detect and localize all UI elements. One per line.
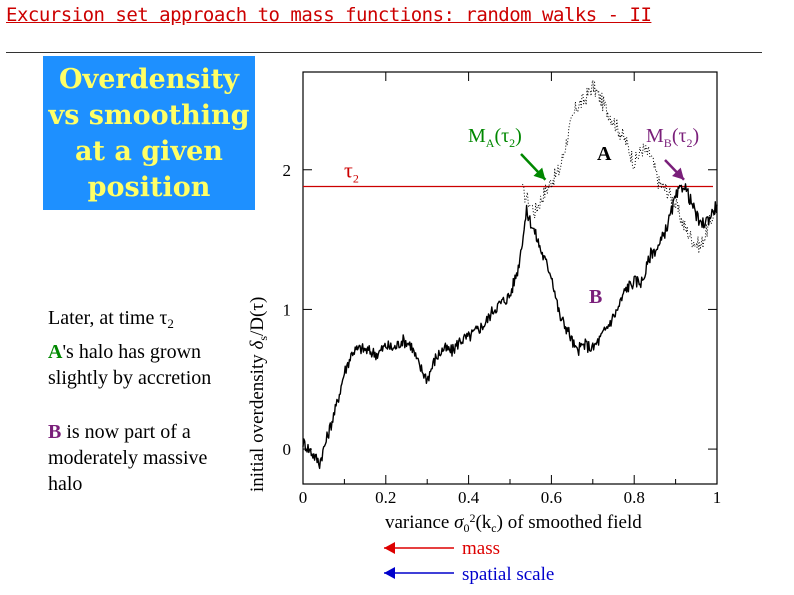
y-axis-label: initial overdensity δs/D(τ) [247,297,270,492]
note-line-3: slightly by accretion [48,367,212,389]
label-ma: MA(τ2) [468,125,522,150]
note-line-4-text: is now part of a [61,421,191,443]
note-line-5: moderately massive [48,447,208,469]
mass-arrow [384,542,454,554]
note-line-6: halo [48,473,83,495]
tau-symbol: τ [159,307,168,329]
halo-a-letter: A [48,341,63,363]
x-tick-label: 0 [299,488,308,507]
note-line-1-text: Later, at time [48,307,160,329]
note-line-2-text: 's halo has grown [62,341,202,363]
note-line-1: Later, at time τ2 [48,306,174,336]
mb-arrow [664,159,685,181]
x-tick-label: 0.2 [375,488,396,507]
ma-arrow [520,153,547,181]
note-line-2: A's halo has grown [48,340,201,364]
callout-line-4: position [87,172,211,203]
tau-subscript: 2 [167,316,174,331]
callout-line-1: Overdensity [59,64,239,95]
ma-arrow-head [533,167,546,180]
x-tick-label: 0.8 [624,488,645,507]
callout-line-2: vs smoothing [48,100,250,131]
label-walk-a: A [597,143,612,165]
y-tick-label: 0 [283,440,292,459]
label-mb: MB(τ2) [646,125,699,150]
callout-box: Overdensity vs smoothing at a given posi… [43,56,255,210]
callout-line-3: at a given [75,136,223,167]
x-tick-label: 0.6 [541,488,562,507]
x-axis-label: variance σ02(kc) of smoothed field [385,511,642,535]
halo-b-letter: B [48,421,62,443]
series-line-b [302,183,718,470]
spatial-arrow [384,567,454,579]
mass-arrow-head [384,542,395,554]
series-line-a [522,79,718,254]
x-tick-label: 0.4 [458,488,480,507]
note-line-4: B is now part of a [48,420,191,444]
mb-arrow-head [672,167,685,180]
x-tick-label: 1 [713,488,722,507]
label-walk-b: B [589,286,602,308]
spatial-arrow-head [384,567,395,579]
y-tick-label: 1 [283,300,292,319]
threshold-label: τ2 [344,158,359,186]
title-divider [6,52,762,53]
slide-title: Excursion set approach to mass functions… [6,4,652,26]
legend-spatial-label: spatial scale [462,564,554,585]
y-tick-label: 2 [283,161,292,180]
legend-mass-label: mass [462,538,500,559]
